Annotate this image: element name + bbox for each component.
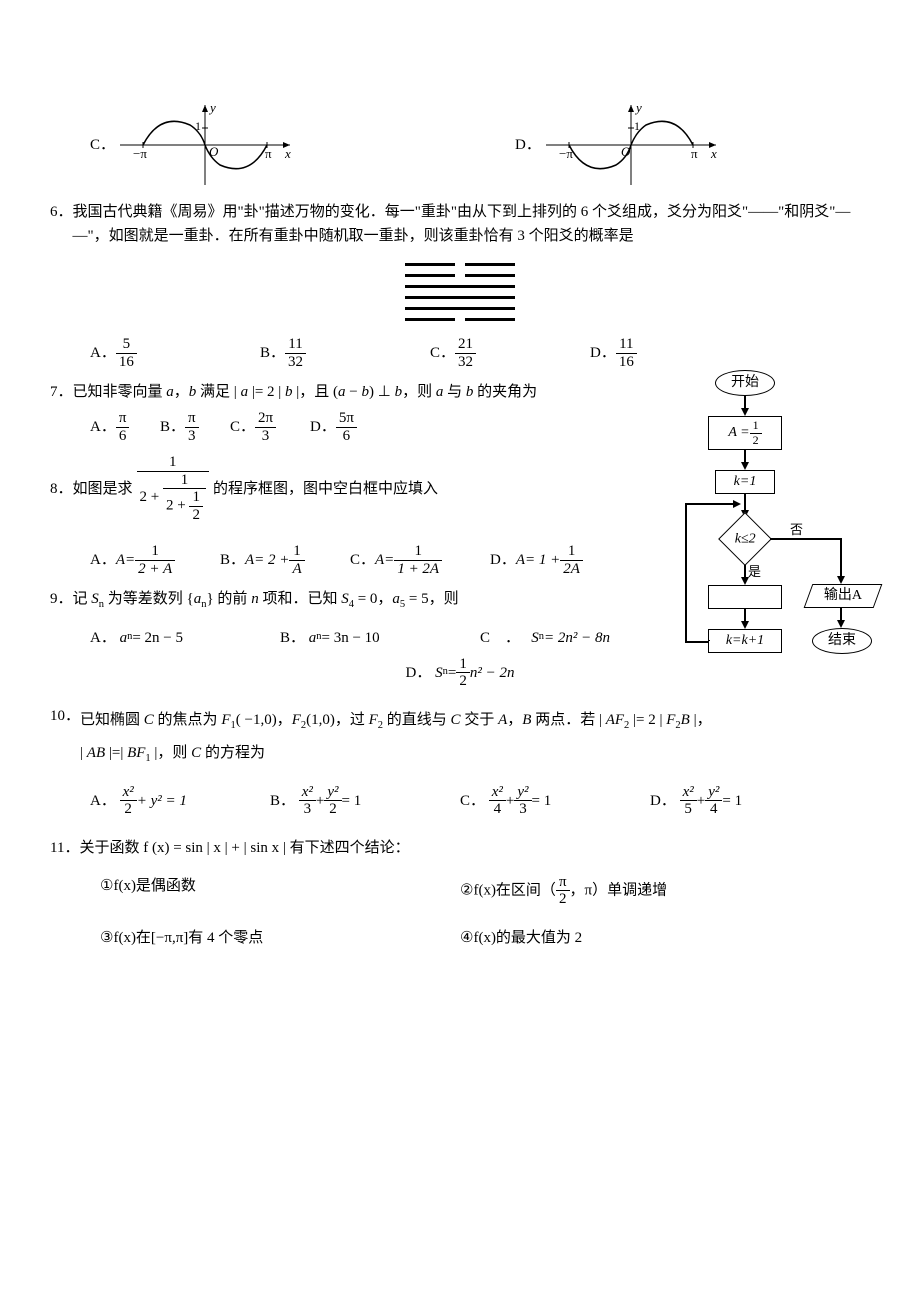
fc-output: 输出A: [804, 584, 883, 608]
option-label: C．: [90, 133, 115, 157]
q9-opt-a: A． an = 2n − 5: [90, 626, 280, 650]
fc-start: 开始: [715, 370, 775, 396]
q10-opt-c: C． x²4 + y²3 = 1: [460, 784, 650, 818]
q6-opt-b: B．1132: [260, 336, 430, 370]
q10-opt-b: B． x²3 + y²2 = 1: [270, 784, 460, 818]
q11-statement-1: ①f(x)是偶函数: [100, 874, 460, 898]
svg-text:−π: −π: [133, 146, 147, 161]
q6-stem: 我国古代典籍《周易》用"卦"描述万物的变化．每一"重卦"由从下到上排列的 6 个…: [73, 200, 870, 248]
q6: 6． 我国古代典籍《周易》用"卦"描述万物的变化．每一"重卦"由从下到上排列的 …: [50, 200, 870, 248]
q11-statement-3: ③f(x)在[−π,π]有 4 个零点: [100, 926, 460, 950]
q11-number: 11．: [50, 836, 79, 860]
option-label: D．: [515, 133, 541, 157]
q11-statement-4: ④f(x)的最大值为 2: [460, 926, 582, 950]
q6-opt-a: A．516: [90, 336, 260, 370]
graph-d-svg: y x O 1 −π π: [541, 100, 721, 190]
q11-row2: ③f(x)在[−π,π]有 4 个零点 ④f(x)的最大值为 2: [100, 926, 870, 950]
q11-stem: 关于函数 f (x) = sin | x | + | sin x | 有下述四个…: [79, 836, 870, 860]
q10-opt-d: D． x²5 + y²4 = 1: [650, 784, 742, 818]
q9-opt-c: C ． Sn = 2n² − 8n: [480, 626, 610, 650]
q8-opt-d: D．A= 1 +12A: [490, 543, 583, 577]
q6-options: A．516 B．1132 C．2132 D．1116: [90, 336, 870, 370]
q7-opt-d: D．5π6: [310, 410, 357, 444]
q6-opt-d: D．1116: [590, 336, 637, 370]
q10: 10． 已知椭圆 C 的焦点为 F1( −1,0)，F2(1,0)，过 F2 的…: [50, 704, 870, 770]
svg-text:y: y: [208, 100, 216, 115]
q8-opt-b: B．A= 2 +1A: [220, 543, 350, 577]
svg-text:y: y: [634, 100, 642, 115]
q9-opt-b: B． an = 3n − 10: [280, 626, 480, 650]
q8-opt-c: C．A=11 + 2A: [350, 543, 490, 577]
q7-opt-c: C．2π3: [230, 410, 310, 444]
q7-opt-b: B．π3: [160, 410, 230, 444]
svg-text:π: π: [691, 146, 698, 161]
q8-number: 8．: [50, 477, 73, 501]
fc-condition: k≤2: [718, 512, 772, 566]
hexagram-diagram: [50, 263, 870, 321]
flowchart-diagram: 开始 A =12 k=1 k≤2 是 否 k=k+1 输出A 结束: [690, 370, 900, 690]
fc-box-k1: k=1: [715, 470, 775, 494]
svg-text:x: x: [284, 146, 291, 161]
fc-end: 结束: [812, 628, 872, 654]
q8-opt-a: A．A=12 + A: [90, 543, 220, 577]
q10-number: 10．: [50, 704, 80, 728]
q11-row1: ①f(x)是偶函数 ②f(x)在区间（π2，π）单调递增: [100, 874, 870, 908]
fc-yes-label: 是: [748, 562, 761, 583]
q5-option-c: C． y x O 1 −π π: [90, 100, 295, 190]
q5-graph-options: C． y x O 1 −π π D． y x O 1: [90, 100, 870, 190]
q5-option-d: D． y x O 1 −π π: [515, 100, 721, 190]
q11: 11． 关于函数 f (x) = sin | x | + | sin x | 有…: [50, 836, 870, 860]
q8-stem-pre: 如图是求: [73, 477, 133, 501]
q8-stem-post: 的程序框图，图中空白框中应填入: [213, 477, 438, 501]
q9-opt-d: D． Sn = 12n² − 2n: [406, 656, 515, 690]
q11-statement-2: ②f(x)在区间（π2，π）单调递增: [460, 874, 667, 908]
q9-number: 9．: [50, 587, 73, 611]
fc-box-a: A =12: [708, 416, 782, 450]
fc-box-inc: k=k+1: [708, 629, 782, 653]
q7-opt-a: A．π6: [90, 410, 160, 444]
q10-opt-a: A． x²2 + y² = 1: [90, 784, 270, 818]
q6-opt-c: C．2132: [430, 336, 590, 370]
q10-stem: 已知椭圆 C 的焦点为 F1( −1,0)，F2(1,0)，过 F2 的直线与 …: [80, 704, 870, 770]
fc-blank-box: [708, 585, 782, 609]
q8-nested-frac: 1 2 + 1 2 + 12: [137, 454, 209, 523]
q6-number: 6．: [50, 200, 73, 224]
q10-options: A． x²2 + y² = 1 B． x²3 + y²2 = 1 C． x²4 …: [90, 784, 870, 818]
graph-c-svg: y x O 1 −π π: [115, 100, 295, 190]
q7-number: 7．: [50, 380, 73, 404]
svg-text:x: x: [710, 146, 717, 161]
